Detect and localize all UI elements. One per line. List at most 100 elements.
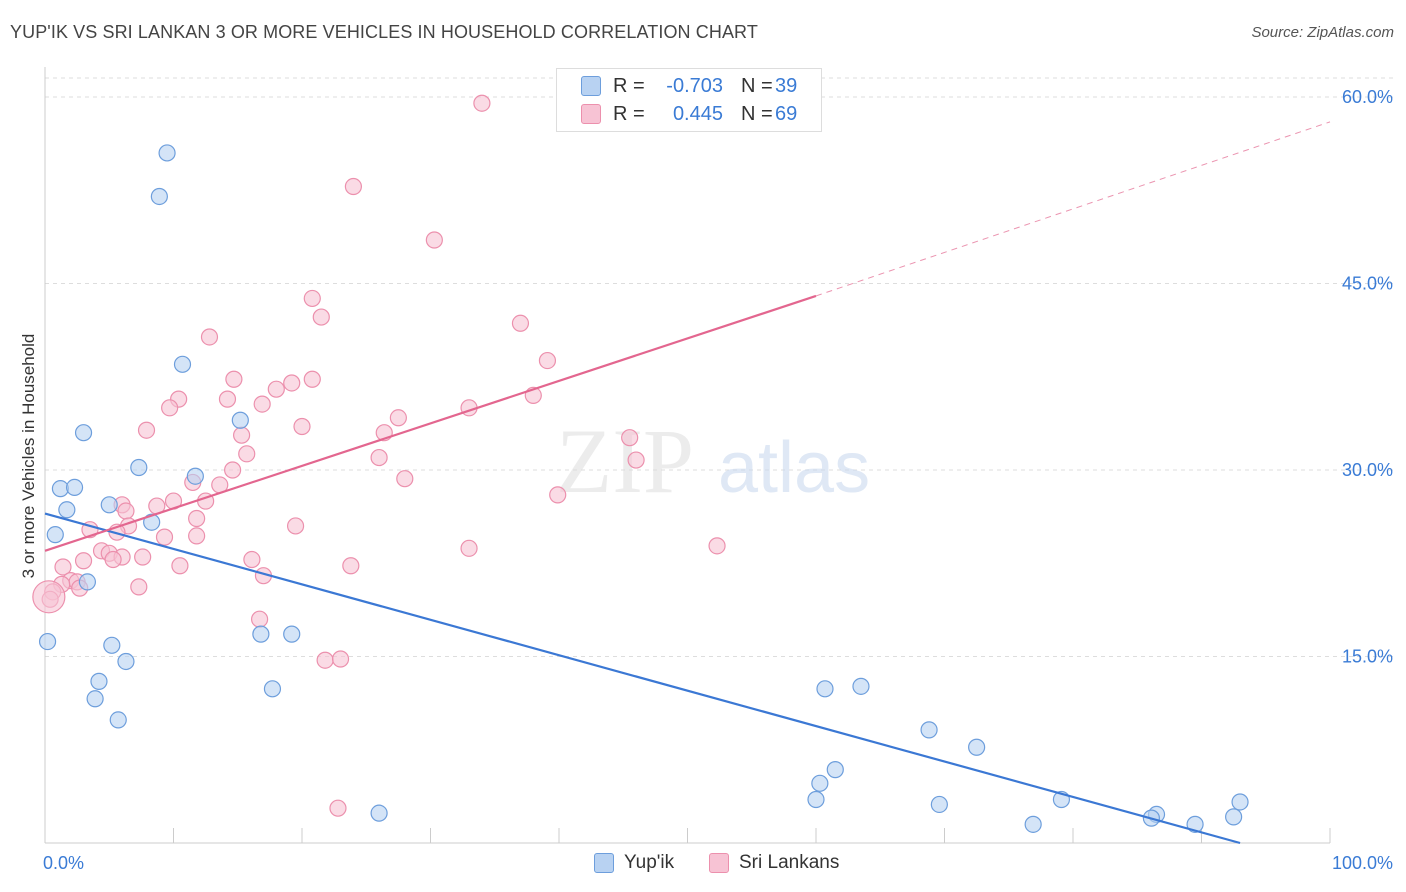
trend-layer: [44, 121, 1331, 845]
legend-r-label: R =: [613, 74, 645, 97]
yupik-point: [173, 355, 192, 373]
yupik-trend-line: [44, 512, 1241, 845]
yupik-point: [852, 677, 870, 695]
yupik-point: [968, 738, 986, 756]
legend-n-label: N =: [741, 74, 773, 97]
series-legend-label: Sri Lankans: [739, 852, 840, 873]
y-tick-label: 45.0%: [1342, 274, 1393, 294]
yupik-point: [130, 458, 148, 477]
yupik-point: [58, 501, 76, 519]
yupik-point: [90, 672, 108, 690]
srilankan-point: [54, 558, 72, 576]
srilankan-point: [538, 351, 557, 370]
series-legend-srilankans[interactable]: Sri Lankans: [709, 852, 839, 874]
watermark-atlas: atlas: [718, 428, 870, 508]
srilankan-point: [218, 390, 237, 408]
srilankan-point: [155, 528, 174, 546]
yupik-point: [51, 480, 70, 498]
y-tick-label: 30.0%: [1342, 460, 1393, 480]
yupik-point: [826, 761, 844, 779]
srilankan-point: [188, 509, 206, 528]
srilankan-point: [171, 557, 189, 575]
yupik-point: [807, 790, 825, 809]
srilankan-point: [316, 651, 334, 669]
yupik-point: [1024, 815, 1042, 833]
legend-n-label: N =: [741, 102, 773, 125]
y-tick-label: 60.0%: [1342, 87, 1393, 107]
yupik-point: [283, 625, 301, 643]
yupik-point: [1231, 793, 1249, 811]
srilankan-point: [370, 448, 388, 467]
srilankan-point: [200, 328, 219, 346]
legend-r-value: 0.445: [672, 102, 723, 125]
srilankan-point: [253, 395, 271, 413]
yupik-point: [103, 636, 121, 654]
srilankan-point: [283, 374, 301, 392]
srilankan-point: [134, 548, 152, 566]
srilankan-point: [342, 557, 360, 575]
series-legend-label: Yup'ik: [624, 852, 675, 873]
yupik-point: [920, 721, 938, 739]
yupik-point: [74, 424, 93, 442]
yupik-point: [370, 804, 388, 822]
yupik-point: [1225, 808, 1243, 826]
legend-r-label: R =: [613, 102, 645, 125]
srilankan-point: [267, 380, 285, 398]
legend-n-value: 39: [775, 74, 798, 97]
srilankan-point: [303, 289, 321, 308]
srilankan-point: [511, 314, 530, 332]
yupik-point: [109, 711, 127, 729]
yupik-point: [65, 478, 84, 497]
srilankan-point: [250, 610, 269, 628]
yupik-point: [252, 625, 270, 643]
y-tick-label: 15.0%: [1342, 647, 1393, 667]
series-swatch-pink: [709, 853, 729, 873]
srilankan-point: [130, 578, 148, 596]
y-axis-label: 3 or more Vehicles in Household: [19, 334, 38, 579]
correlation-legend: R = -0.703 N = 39 R = 0.445 N = 69: [556, 68, 822, 132]
srilankan-point: [708, 537, 726, 555]
srilankan-point: [329, 799, 347, 817]
yupik-point: [158, 144, 176, 162]
srilankan-point: [303, 370, 321, 388]
yupik-point: [143, 513, 161, 531]
yupik-point: [150, 187, 168, 206]
srilankan-point: [286, 517, 305, 535]
srilankan-point: [161, 399, 179, 417]
yupik-point: [86, 690, 104, 708]
yupik-point: [811, 774, 829, 792]
srilankan-point: [188, 527, 206, 545]
srilankan-point: [627, 451, 645, 469]
srilankan-point: [137, 421, 156, 439]
yupik-point: [46, 526, 64, 544]
legend-n-value: 69: [775, 102, 798, 125]
srilankan-point: [389, 409, 407, 427]
srilankan-trend-line: [44, 294, 817, 552]
yupik-point: [117, 652, 135, 671]
srilankan-point: [117, 502, 135, 520]
srilankan-point: [396, 470, 414, 488]
srilankan-point: [32, 580, 66, 614]
srilankan-point: [293, 417, 311, 436]
srilankan-point: [425, 231, 443, 249]
srilankan-point: [312, 308, 330, 326]
srilankan-point: [104, 550, 122, 569]
srilankan-point: [473, 94, 491, 112]
axes-layer: 15.0% 30.0% 45.0% 60.0% 0.0% 100.0%: [43, 67, 1393, 873]
yupik-point: [186, 467, 204, 485]
legend-row-yupik: R = -0.703 N = 39: [581, 73, 797, 99]
series-legend-yupik[interactable]: Yup'ik: [594, 852, 674, 874]
srilankan-point: [243, 550, 261, 569]
srilankan-trend-extension: [815, 121, 1331, 297]
yupik-point: [263, 680, 282, 698]
yupik-point: [100, 496, 118, 514]
source-label: Source: ZipAtlas.com: [1251, 24, 1394, 41]
watermark: ZIP atlas: [556, 410, 870, 512]
srilankan-point: [344, 177, 362, 196]
legend-r-value: -0.703: [666, 74, 723, 97]
yupik-point: [816, 680, 834, 698]
srilankan-point: [331, 650, 350, 668]
yupik-point: [1186, 815, 1204, 833]
series-legend: Yup'ik Sri Lankans: [0, 852, 1406, 876]
srilankan-point: [238, 445, 256, 463]
